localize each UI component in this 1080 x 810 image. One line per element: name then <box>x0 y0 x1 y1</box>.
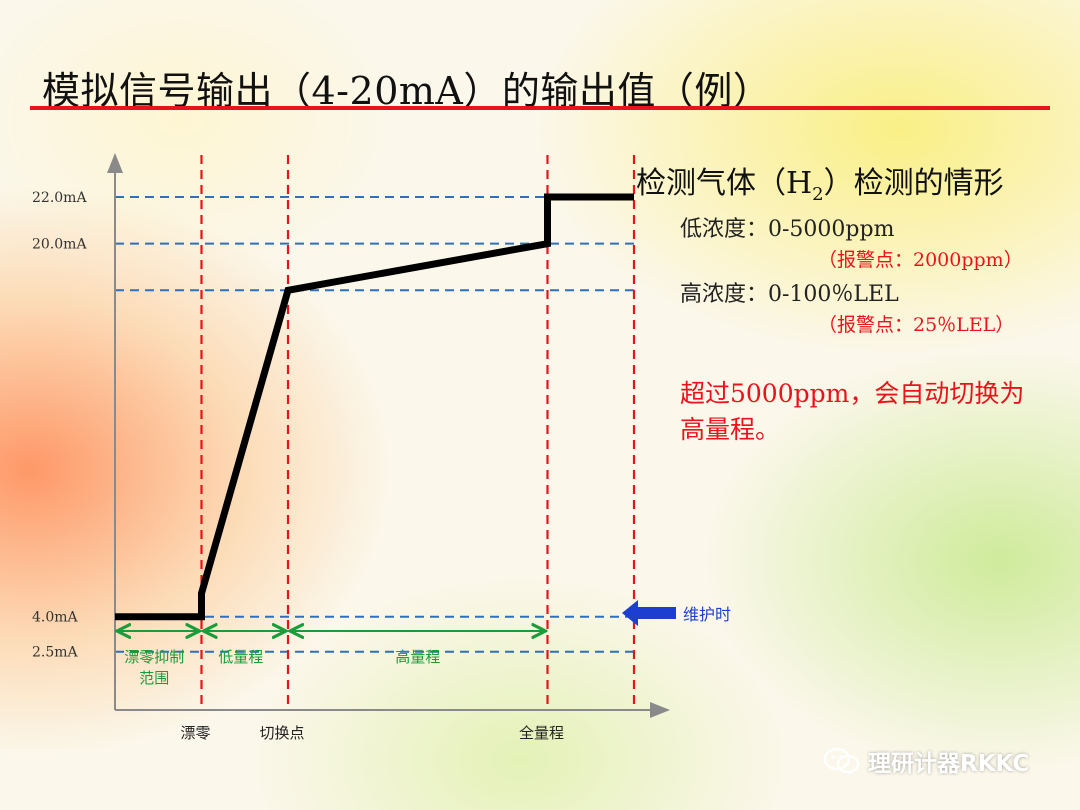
y-tick-label: 4.0mA <box>32 610 79 626</box>
maintenance-label: 维护时 <box>683 605 732 624</box>
left-arrow-icon <box>622 600 676 626</box>
title-underline <box>30 106 1050 110</box>
horizontal-guides <box>115 196 634 653</box>
series <box>115 193 634 621</box>
low-alarm-text: （报警点：2000ppm） <box>818 249 1023 271</box>
heading-subscript: 2 <box>812 184 824 205</box>
range-label: 低量程 <box>218 648 263 666</box>
info-panel: 检测气体（H2）检测的情形 <box>636 158 1076 205</box>
y-tick-label: 22.0mA <box>32 190 87 206</box>
vertical-guides <box>200 155 636 710</box>
info-heading: 检测气体（H2）检测的情形 <box>636 158 1076 205</box>
high-range-text: 高浓度：0-100％LEL <box>680 282 899 307</box>
range-label: 漂零抑制 <box>124 648 184 666</box>
watermark-text: 理研计器RKKC <box>868 751 1030 777</box>
x-marker-label: 漂零 <box>180 724 210 742</box>
low-range-text: 低浓度：0-5000ppm <box>680 217 895 242</box>
high-alarm-text: （报警点：25％LEL） <box>818 314 1015 336</box>
axes <box>107 153 670 718</box>
range-label: 高量程 <box>395 648 440 666</box>
heading-text: 检测气体（H <box>636 166 813 201</box>
slide-title: 模拟信号输出（4-20mA）的输出值（例） <box>42 69 772 113</box>
auto-switch-note-line1: 超过5000ppm，会自动切换为 <box>680 379 1025 408</box>
watermark: 理研计器RKKC <box>822 744 1029 778</box>
range-label: 范围 <box>139 669 169 687</box>
x-marker-labels: 漂零 切换点 全量程 <box>180 724 564 742</box>
output-series-line <box>115 193 634 621</box>
y-tick-labels: 22.0mA 20.0mA 4.0mA 2.5mA <box>32 190 87 661</box>
auto-switch-note-line2: 高量程。 <box>680 415 781 444</box>
heading-text-post: ）检测的情形 <box>823 166 1004 201</box>
wechat-icon <box>823 747 860 774</box>
y-tick-label: 20.0mA <box>32 237 87 253</box>
x-marker-label: 全量程 <box>519 724 564 742</box>
y-tick-label: 2.5mA <box>32 645 79 661</box>
x-marker-label: 切换点 <box>259 724 304 742</box>
